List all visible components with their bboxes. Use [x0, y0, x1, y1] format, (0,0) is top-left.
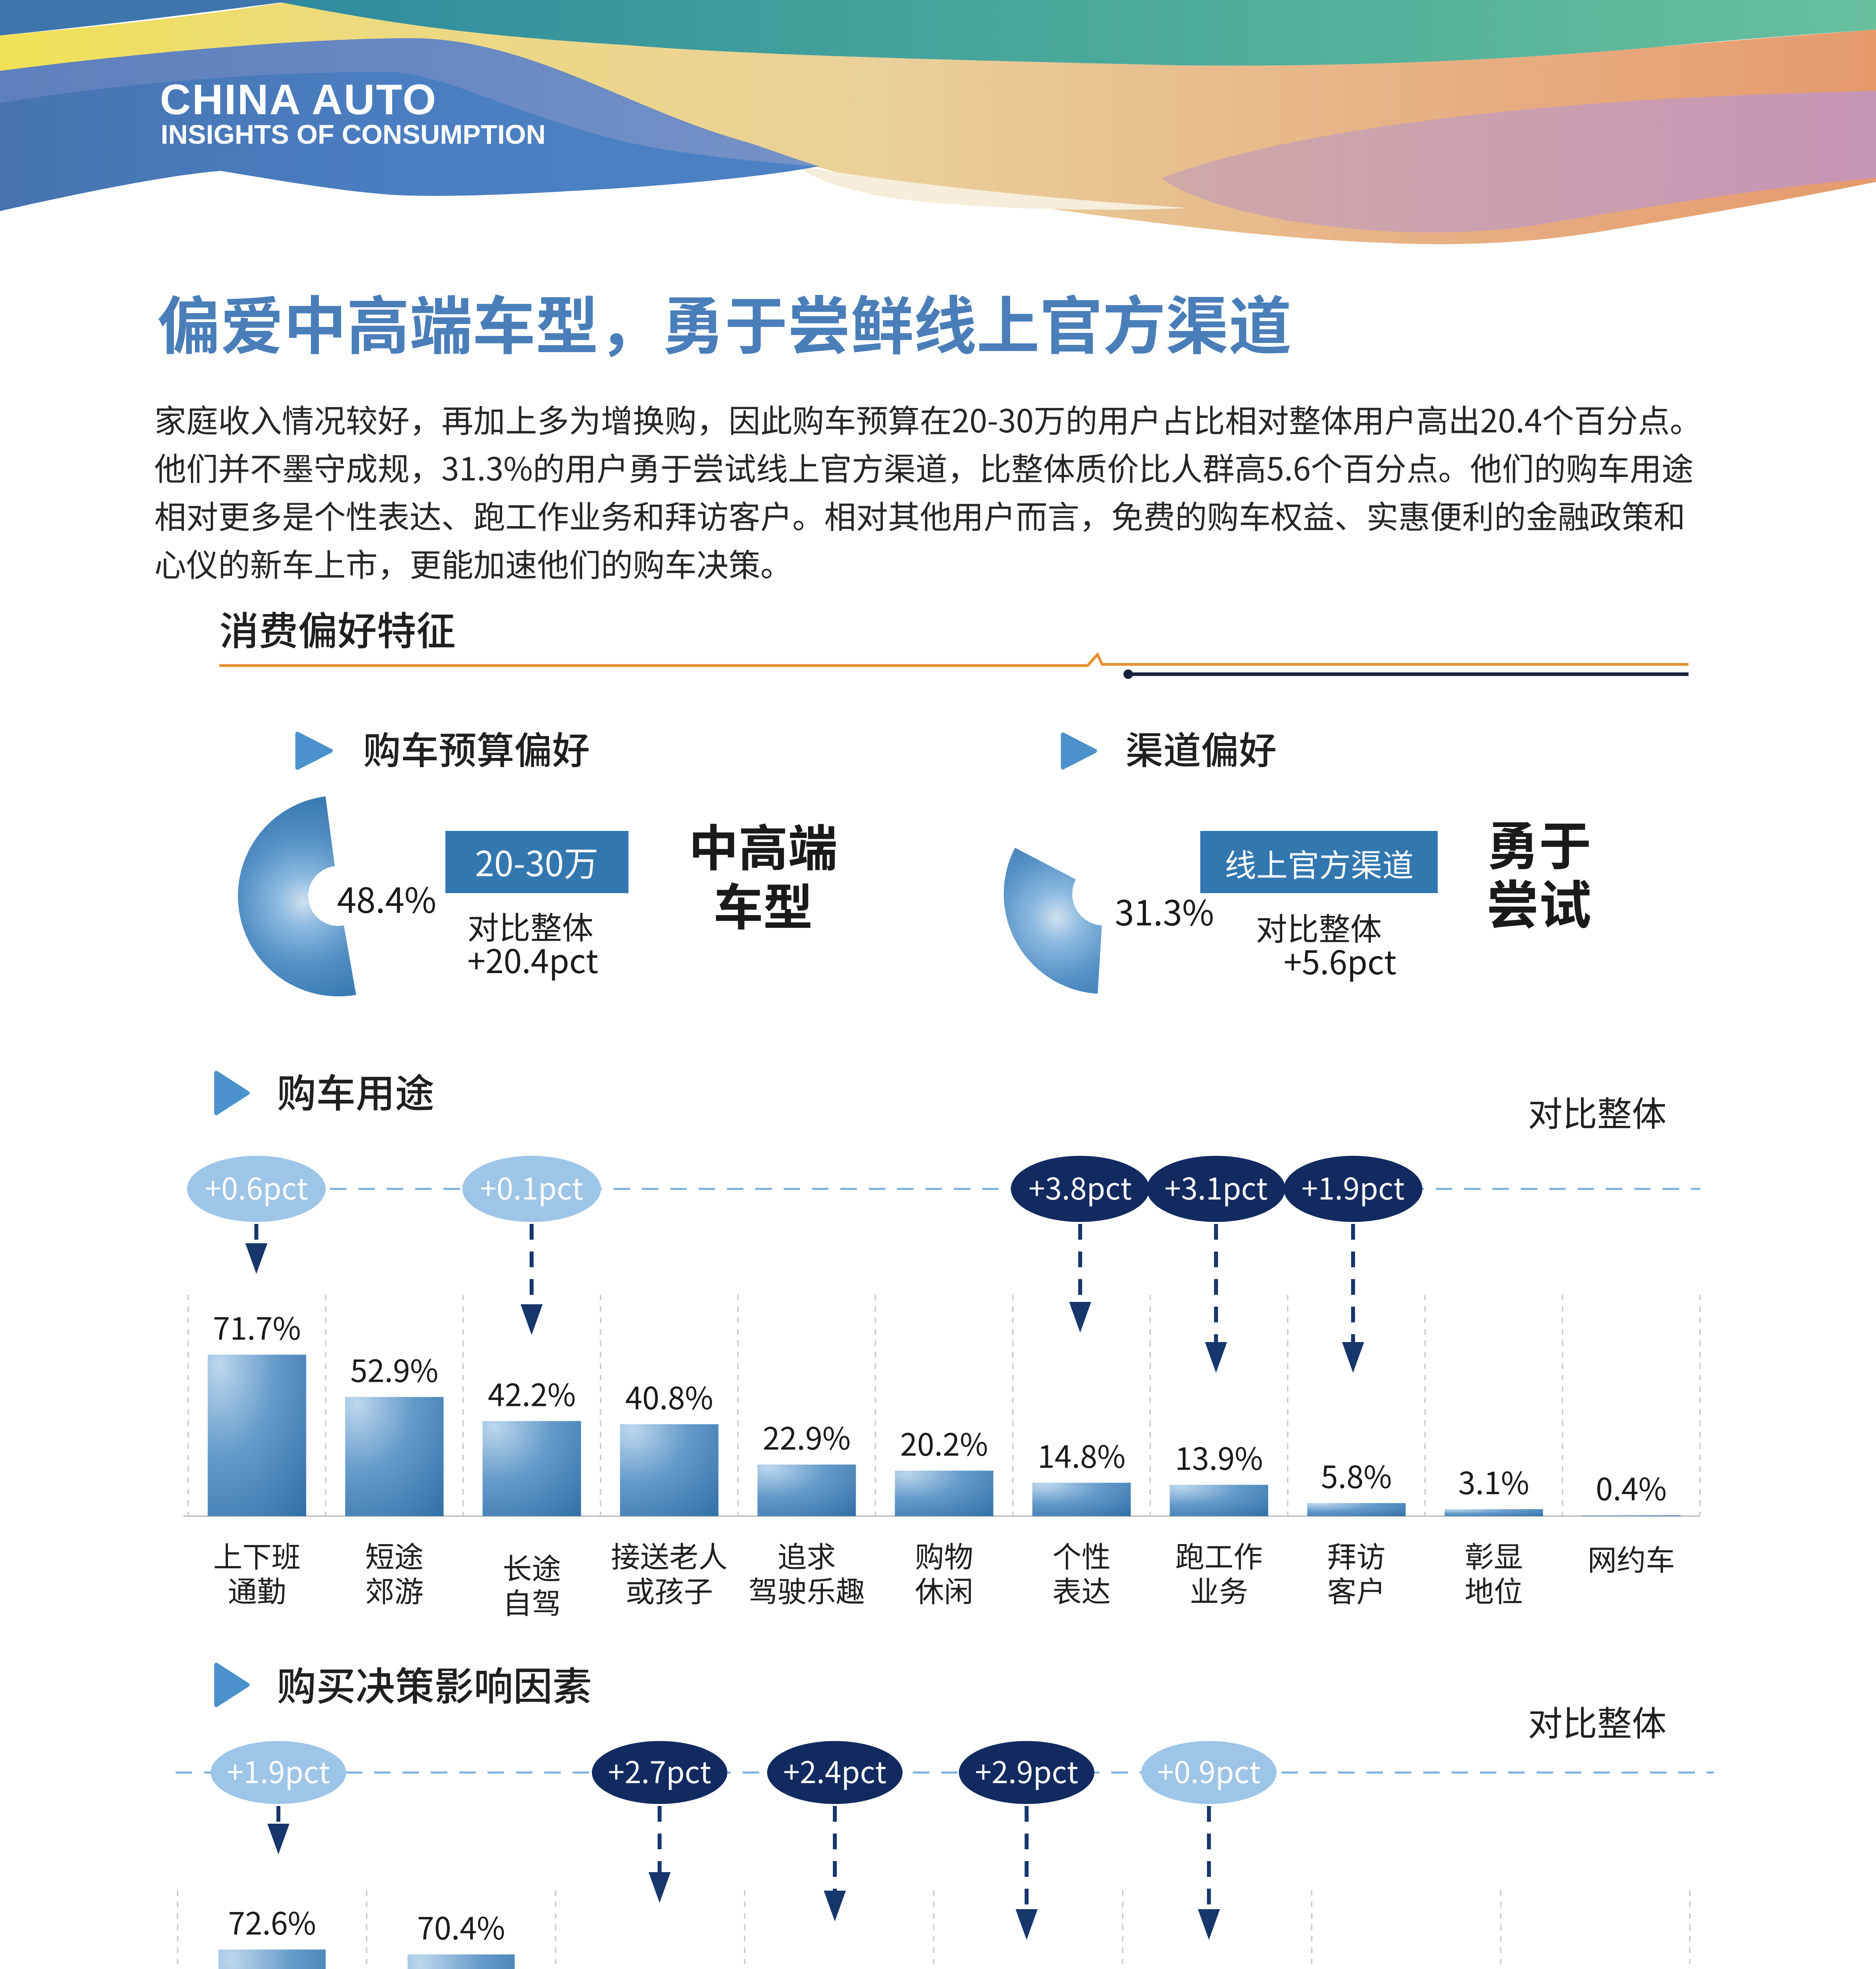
svg-text:CHINA AUTO: CHINA AUTO — [160, 76, 437, 124]
svg-text:INSIGHTS OF CONSUMPTION: INSIGHTS OF CONSUMPTION — [161, 119, 546, 150]
